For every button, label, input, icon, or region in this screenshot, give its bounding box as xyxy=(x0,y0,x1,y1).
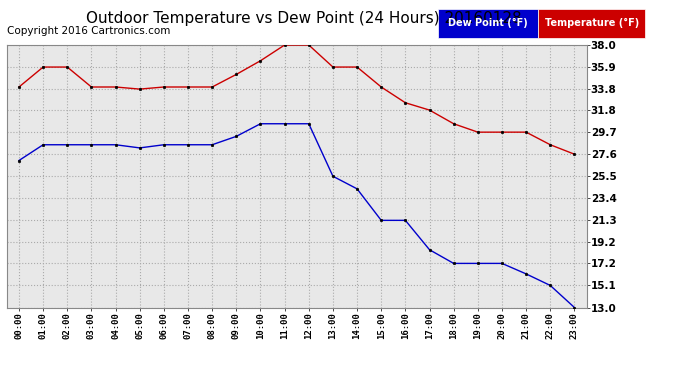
Text: Copyright 2016 Cartronics.com: Copyright 2016 Cartronics.com xyxy=(7,26,170,36)
Text: Temperature (°F): Temperature (°F) xyxy=(544,18,639,28)
Text: Outdoor Temperature vs Dew Point (24 Hours) 20160128: Outdoor Temperature vs Dew Point (24 Hou… xyxy=(86,11,522,26)
Text: Dew Point (°F): Dew Point (°F) xyxy=(448,18,528,28)
